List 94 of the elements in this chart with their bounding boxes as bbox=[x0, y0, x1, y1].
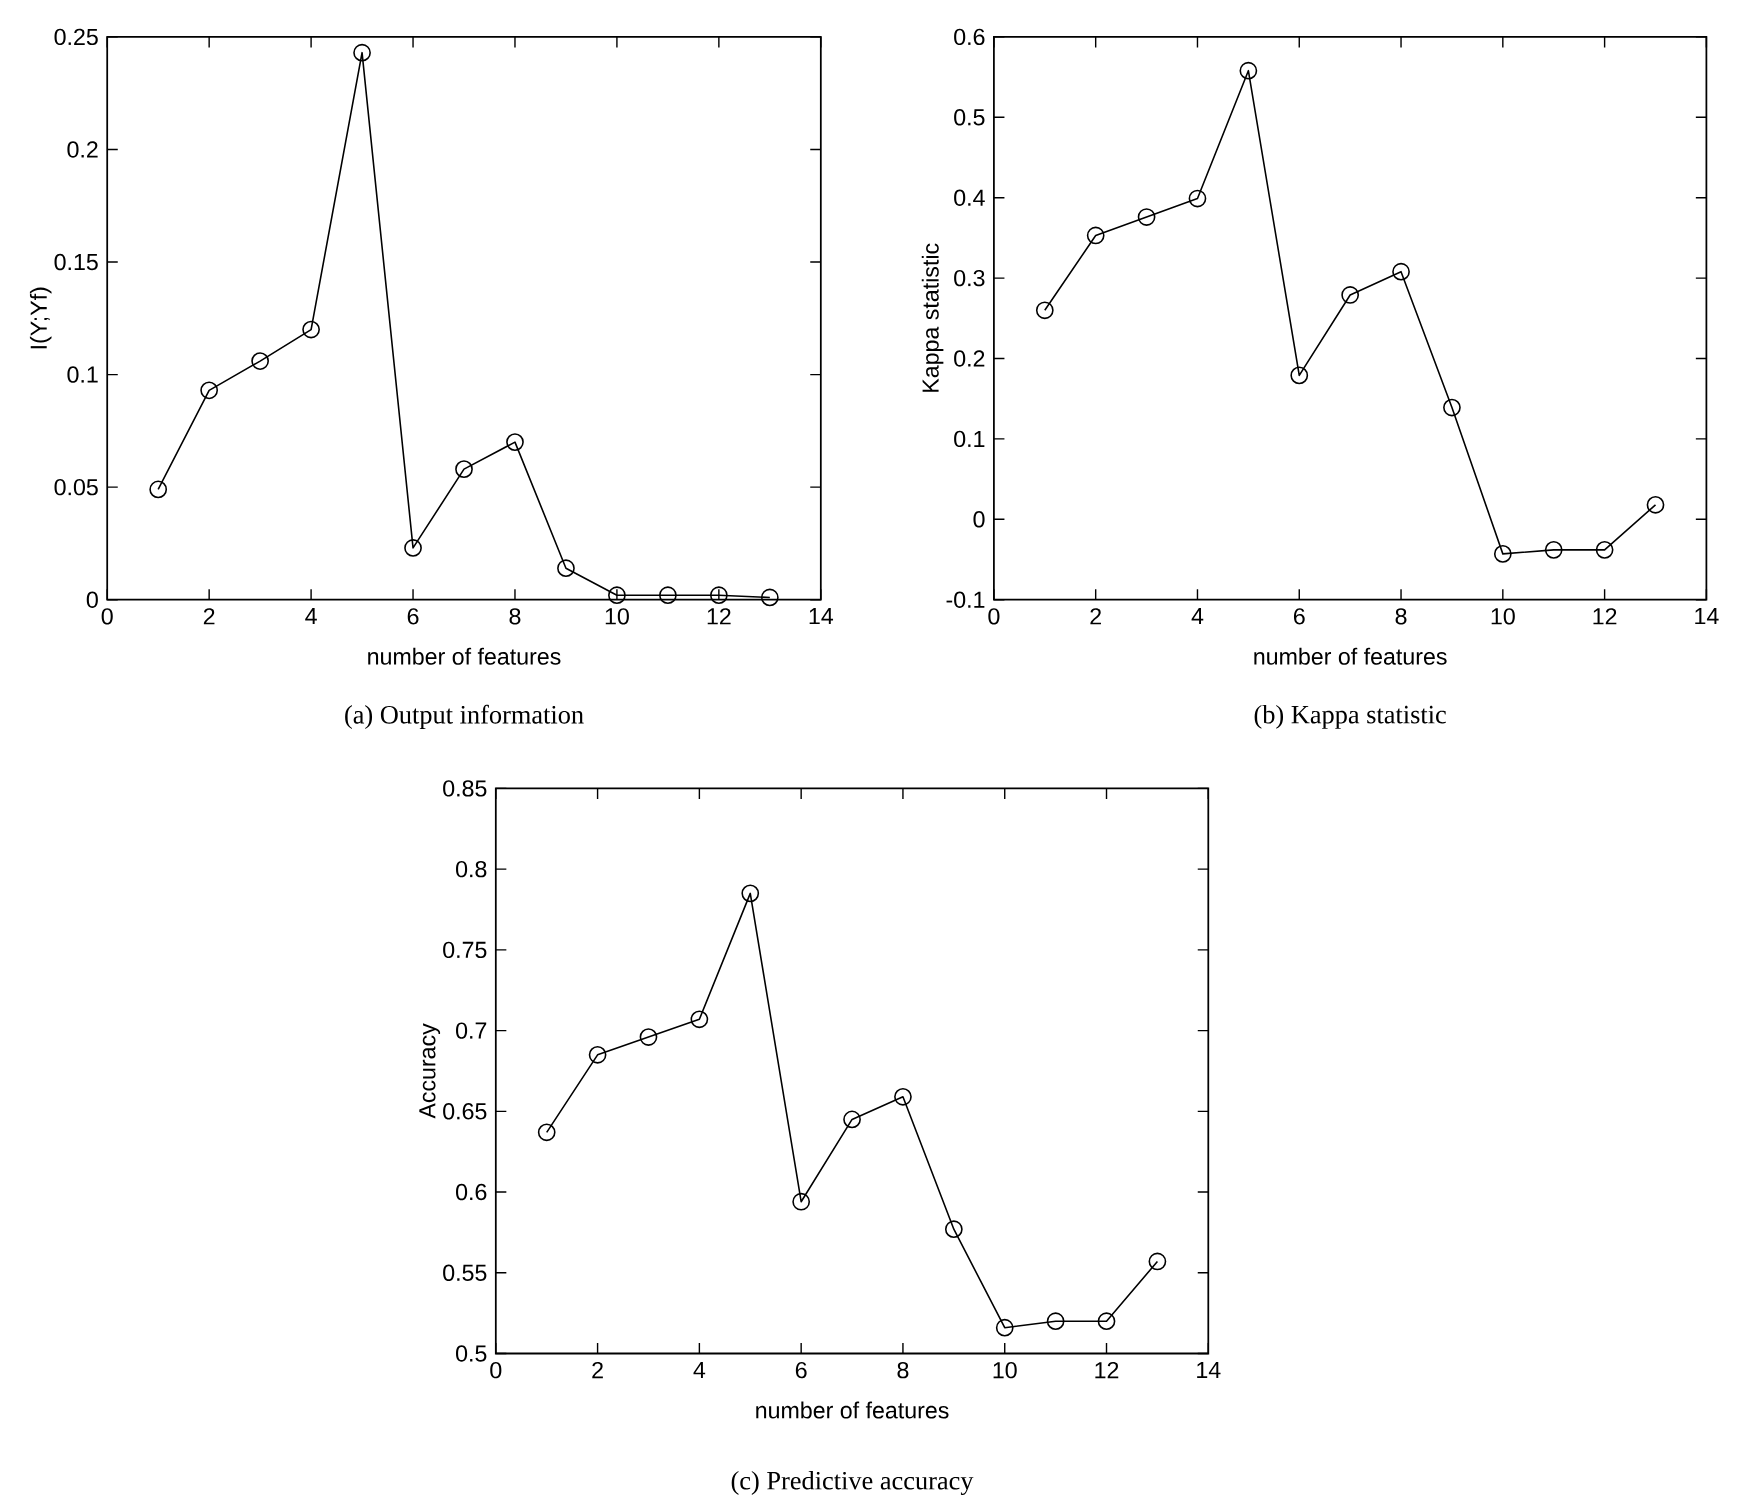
point bbox=[792, 1193, 811, 1211]
y-tick-label: 0.05 bbox=[54, 479, 98, 496]
point bbox=[1035, 301, 1054, 320]
y-tick-label: 0.85 bbox=[443, 780, 487, 797]
point bbox=[1595, 541, 1614, 559]
y-axis-title: Kappa statistic bbox=[921, 243, 944, 392]
point bbox=[1544, 541, 1563, 559]
point bbox=[1443, 398, 1461, 417]
point bbox=[1148, 1252, 1167, 1271]
point bbox=[1188, 189, 1207, 208]
text: (b) Kappa statistic bbox=[1254, 705, 1446, 730]
y-tick-label: -0.1 bbox=[946, 591, 985, 609]
y-axis-title: Accuracy bbox=[419, 1023, 441, 1119]
point bbox=[1046, 1312, 1065, 1331]
point bbox=[1239, 61, 1258, 80]
x-tick-label: 6 bbox=[1293, 608, 1305, 625]
y-tick-label: 0.1 bbox=[67, 366, 98, 383]
x-tick-label: 4 bbox=[305, 608, 317, 625]
point bbox=[200, 381, 219, 400]
point bbox=[1392, 262, 1410, 281]
point bbox=[709, 586, 728, 605]
point bbox=[760, 588, 779, 607]
x-tick-label: 0 bbox=[101, 608, 113, 625]
x-tick-label: 14 bbox=[1197, 1362, 1221, 1379]
y-tick-label: 0.6 bbox=[954, 28, 985, 46]
point bbox=[149, 480, 168, 499]
y-tick-label: 0.2 bbox=[954, 350, 985, 367]
x-tick-label: 6 bbox=[407, 608, 419, 625]
y-tick-label: 0.3 bbox=[954, 270, 985, 287]
point bbox=[251, 352, 269, 371]
y-tick-label: 0.25 bbox=[54, 28, 98, 46]
point bbox=[843, 1110, 861, 1129]
point bbox=[302, 320, 320, 339]
y-tick-label: 0.75 bbox=[443, 941, 487, 959]
y-tick-label: 0.65 bbox=[443, 1103, 487, 1120]
x-tick-label: 4 bbox=[1191, 608, 1204, 625]
x-tick-label: 10 bbox=[1491, 608, 1515, 625]
x-tick-label: 0 bbox=[490, 1362, 502, 1379]
y-tick-label: 0.8 bbox=[456, 861, 487, 878]
x-tick-label: 14 bbox=[809, 608, 834, 625]
y-axis-title: I(Y;Yf) bbox=[29, 287, 52, 349]
x-tick-label: 10 bbox=[993, 1362, 1017, 1379]
point bbox=[995, 1318, 1014, 1337]
point bbox=[506, 433, 524, 452]
x-tick-label: 2 bbox=[203, 608, 215, 625]
x-tick-label: 14 bbox=[1695, 608, 1719, 625]
y-tick-label: 0.55 bbox=[443, 1264, 487, 1282]
y-tick-label: 0.5 bbox=[954, 109, 985, 126]
point bbox=[353, 43, 371, 62]
y-tick-label: 0.7 bbox=[456, 1022, 487, 1039]
y-tick-label: 0 bbox=[973, 511, 985, 528]
x-tick-label: 12 bbox=[1095, 1362, 1119, 1379]
x-tick-label: 12 bbox=[1593, 608, 1617, 625]
x-tick-label: 8 bbox=[1395, 608, 1407, 625]
x-tick-label: 2 bbox=[592, 1362, 603, 1379]
x-tick-label: 10 bbox=[605, 608, 629, 625]
point bbox=[537, 1123, 556, 1142]
y-tick-label: 0.5 bbox=[456, 1345, 487, 1362]
point bbox=[741, 884, 760, 903]
point bbox=[1493, 545, 1512, 563]
point bbox=[588, 1046, 607, 1064]
x-tick-label: 12 bbox=[707, 608, 731, 625]
point bbox=[1137, 208, 1156, 227]
x-axis-title: number of features bbox=[756, 1401, 949, 1419]
text: (a) Output information bbox=[345, 704, 584, 730]
point bbox=[1341, 286, 1360, 305]
y-tick-label: 0.15 bbox=[54, 253, 98, 271]
x-tick-label: 4 bbox=[693, 1362, 706, 1379]
point bbox=[1097, 1312, 1116, 1331]
text: (c) Predictive accuracy bbox=[731, 1471, 974, 1496]
point bbox=[639, 1028, 658, 1047]
x-tick-label: 8 bbox=[897, 1362, 909, 1379]
x-tick-label: 6 bbox=[795, 1362, 807, 1379]
point bbox=[1646, 496, 1665, 514]
point bbox=[894, 1088, 912, 1106]
point bbox=[404, 539, 422, 557]
point bbox=[455, 460, 473, 479]
x-axis-title: number of features bbox=[368, 647, 561, 665]
x-axis-title: number of features bbox=[1254, 647, 1447, 665]
x-tick-label: 2 bbox=[1090, 608, 1101, 625]
point bbox=[608, 586, 626, 605]
x-tick-label: 0 bbox=[988, 608, 1000, 625]
y-tick-label: 0.6 bbox=[456, 1183, 487, 1201]
y-tick-label: 0.1 bbox=[954, 430, 985, 448]
y-tick-label: 0 bbox=[86, 591, 98, 609]
point bbox=[659, 586, 677, 605]
point bbox=[1290, 366, 1309, 385]
y-tick-label: 0.2 bbox=[67, 141, 98, 158]
point bbox=[944, 1220, 963, 1239]
point bbox=[690, 1010, 709, 1029]
point bbox=[557, 559, 575, 578]
point bbox=[1086, 226, 1105, 245]
x-tick-label: 8 bbox=[509, 608, 521, 625]
y-tick-label: 0.4 bbox=[954, 189, 985, 207]
